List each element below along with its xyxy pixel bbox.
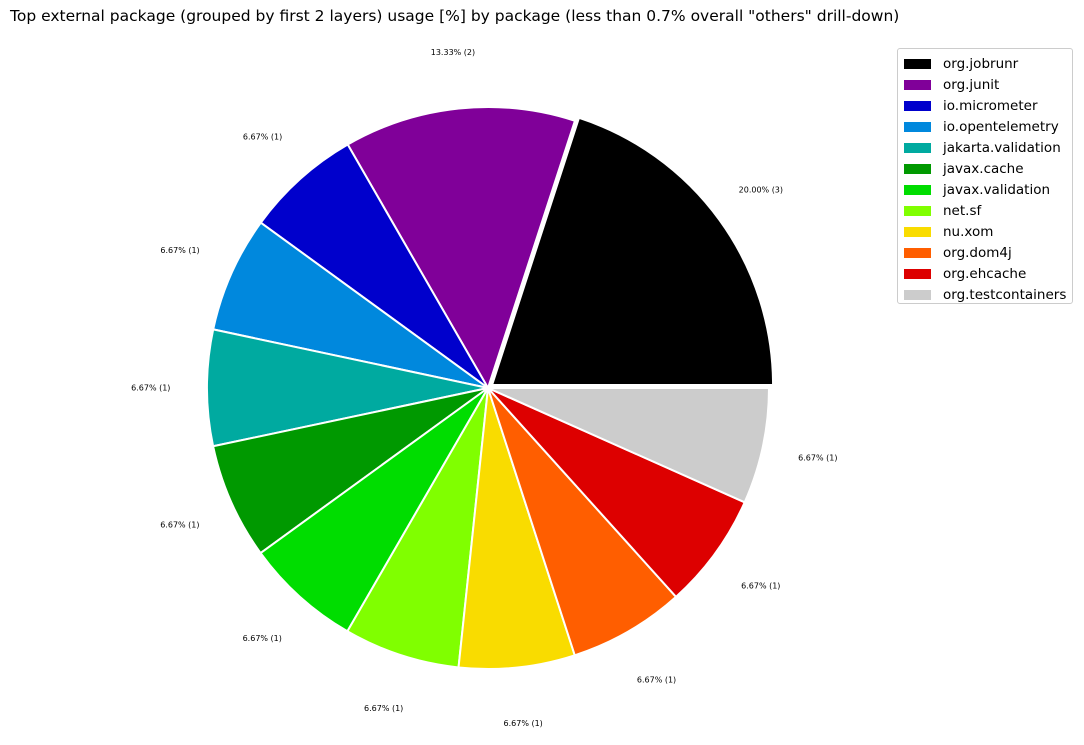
- slice-label-javax-cache: 6.67% (1): [160, 520, 199, 529]
- legend-item-nu-xom: nu.xom: [904, 221, 1072, 242]
- slice-label-net-sf: 6.67% (1): [364, 704, 403, 713]
- slice-label-org-jobrunr: 20.00% (3): [739, 185, 783, 194]
- chart-title: Top external package (grouped by first 2…: [10, 7, 900, 25]
- legend-label: org.ehcache: [943, 265, 1027, 282]
- pie-slices: [206, 106, 775, 670]
- legend-item-io-opentelemetry: io.opentelemetry: [904, 116, 1072, 137]
- legend-item-org-junit: org.junit: [904, 74, 1072, 95]
- slice-label-io-opentelemetry: 6.67% (1): [160, 246, 199, 255]
- legend-swatch: [904, 184, 931, 195]
- slice-label-org-ehcache: 6.67% (1): [741, 582, 780, 591]
- pie-slice-jakarta-validation: [206, 328, 489, 448]
- legend-swatch: [904, 226, 931, 237]
- legend-item-jakarta-validation: jakarta.validation: [904, 137, 1072, 158]
- pie-slice-org-testcontainers: [487, 387, 770, 504]
- legend-swatch: [904, 100, 931, 111]
- legend-item-org-dom4j: org.dom4j: [904, 242, 1072, 263]
- legend-label: nu.xom: [943, 223, 994, 240]
- legend-item-net-sf: net.sf: [904, 200, 1072, 221]
- legend-swatch: [904, 163, 931, 174]
- legend-label: io.opentelemetry: [943, 118, 1059, 135]
- pie-slice-labels: 20.00% (3) 13.33% (2) 6.67% (1) 6.67% (1) 6.…: [131, 48, 837, 728]
- legend-swatch: [904, 142, 931, 153]
- pie-slice-io-micrometer: [259, 143, 489, 389]
- legend-label: javax.validation: [943, 181, 1051, 198]
- legend-swatch: [904, 121, 931, 132]
- legend-swatch: [904, 79, 931, 90]
- pie-slice-javax-cache: [212, 387, 489, 555]
- pie-slice-org-ehcache: [487, 387, 746, 598]
- slice-label-org-testcontainers: 6.67% (1): [798, 454, 837, 463]
- legend-label: org.testcontainers: [943, 286, 1067, 303]
- slice-label-io-micrometer: 6.67% (1): [243, 133, 282, 142]
- legend-label: io.micrometer: [943, 97, 1038, 114]
- legend-item-javax-cache: javax.cache: [904, 158, 1072, 179]
- legend-item-org-jobrunr: org.jobrunr: [904, 53, 1072, 74]
- legend-swatch: [904, 58, 931, 69]
- pie-slice-net-sf: [346, 387, 489, 669]
- legend: org.jobrunr org.junit io.micrometer io.open…: [897, 48, 1073, 304]
- pie-slice-org-jobrunr: [491, 116, 775, 387]
- pie-slice-org-junit: [346, 106, 576, 389]
- legend-label: org.jobrunr: [943, 55, 1019, 72]
- legend-label: jakarta.validation: [943, 139, 1061, 156]
- legend-label: org.junit: [943, 76, 1000, 93]
- pie-slice-nu-xom: [457, 387, 576, 670]
- legend-label: net.sf: [943, 202, 982, 219]
- legend-swatch: [904, 268, 931, 279]
- pie-slice-io-opentelemetry: [212, 221, 489, 389]
- slice-label-javax-validation: 6.67% (1): [243, 634, 282, 643]
- slice-label-org-dom4j: 6.67% (1): [637, 676, 676, 685]
- legend-label: org.dom4j: [943, 244, 1012, 261]
- legend-item-io-micrometer: io.micrometer: [904, 95, 1072, 116]
- legend-swatch: [904, 289, 931, 300]
- legend-item-org-ehcache: org.ehcache: [904, 263, 1072, 284]
- legend-swatch: [904, 247, 931, 258]
- pie-slice-javax-validation: [259, 387, 489, 633]
- slice-label-jakarta-validation: 6.67% (1): [131, 383, 170, 392]
- legend-label: javax.cache: [943, 160, 1024, 177]
- legend-item-org-testcontainers: org.testcontainers: [904, 284, 1072, 305]
- legend-swatch: [904, 205, 931, 216]
- slice-label-nu-xom: 6.67% (1): [504, 719, 543, 728]
- legend-item-javax-validation: javax.validation: [904, 179, 1072, 200]
- pie-slice-org-dom4j: [487, 387, 677, 657]
- slice-label-org-junit: 13.33% (2): [431, 48, 475, 57]
